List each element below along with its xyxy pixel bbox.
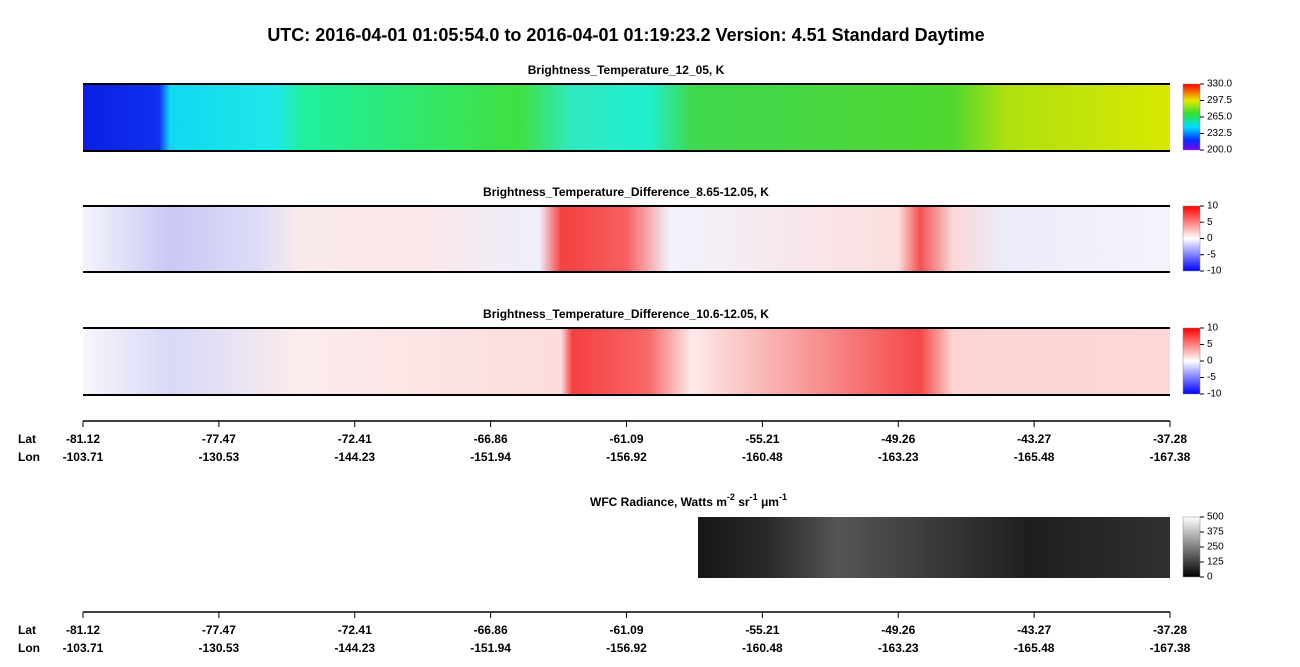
image (698, 517, 1170, 578)
colorbar-tick-label: 500 (1207, 512, 1224, 523)
lat-tick-label: -61.09 (609, 623, 643, 637)
colorbar-tick-label: 5 (1207, 339, 1213, 350)
colorbar-tick-label: 0 (1207, 356, 1213, 367)
colorbar-tick-label: 10 (1207, 201, 1219, 212)
lon-tick-label: -151.94 (470, 641, 511, 655)
colorbar (1182, 83, 1201, 151)
lat-tick-label: -55.21 (745, 432, 779, 446)
title-part: -1 (779, 492, 787, 502)
colorbar (1182, 516, 1201, 578)
image (83, 206, 1170, 272)
colorbar-tick-label: -10 (1207, 389, 1222, 400)
lat-tick-label: -49.26 (881, 432, 915, 446)
lon-tick-label: -130.53 (199, 450, 240, 464)
image (83, 328, 1170, 395)
lat-tick-label: -81.12 (66, 432, 100, 446)
lon-tick-label: -167.38 (1150, 450, 1191, 464)
lat-tick-label: -49.26 (881, 623, 915, 637)
panel-title: Brightness_Temperature_Difference_8.65-1… (483, 185, 769, 199)
panel-title: Brightness_Temperature_12_05, K (528, 63, 725, 77)
colorbar-tick-label: 250 (1207, 542, 1224, 553)
lon-tick-label: -163.23 (878, 450, 919, 464)
lon-tick-label: -130.53 (199, 641, 240, 655)
title-part: sr (735, 495, 750, 509)
colorbar-tick-label: 232.5 (1207, 128, 1232, 139)
lat-tick-label: -37.28 (1153, 623, 1187, 637)
image (83, 84, 1170, 151)
lon-tick-label: -156.92 (606, 450, 647, 464)
colorbar-tick-label: -5 (1207, 249, 1216, 260)
frame (83, 83, 1170, 396)
colorbar-tick-label: 265.0 (1207, 112, 1232, 123)
colorbar-tick-label: 200.0 (1207, 145, 1232, 156)
lat-tick-label: -66.86 (474, 623, 508, 637)
lon-tick-label: -103.71 (63, 641, 104, 655)
lon-tick-label: -165.48 (1014, 450, 1055, 464)
axis-label: Lat (18, 623, 36, 637)
lat-tick-label: -66.86 (474, 432, 508, 446)
colorbar-tick-label: 297.5 (1207, 95, 1232, 106)
panel-title: Brightness_Temperature_Difference_10.6-1… (483, 307, 769, 321)
colorbar-tick-label: 10 (1207, 323, 1219, 334)
lon-tick-label: -165.48 (1014, 641, 1055, 655)
lat-tick-label: -43.27 (1017, 432, 1051, 446)
lat-tick-label: -77.47 (202, 623, 236, 637)
colorbar-tick-label: -10 (1207, 266, 1222, 277)
colorbar-tick-label: 0 (1207, 233, 1213, 244)
lon-tick-label: -151.94 (470, 450, 511, 464)
lon-tick-label: -167.38 (1150, 641, 1191, 655)
lon-tick-label: -160.48 (742, 450, 783, 464)
lon-tick-label: -163.23 (878, 641, 919, 655)
colorbar-tick-label: 0 (1207, 572, 1213, 583)
colorbar-tick-label: -5 (1207, 372, 1216, 383)
colorbar-tick-label: 125 (1207, 557, 1224, 568)
colorbar (1182, 327, 1201, 395)
lat-tick-label: -72.41 (338, 623, 372, 637)
axis-label: Lon (18, 641, 40, 655)
axis-label: Lon (18, 450, 40, 464)
lon-tick-label: -160.48 (742, 641, 783, 655)
title-part: μm (758, 495, 779, 509)
title-part: -1 (750, 492, 758, 502)
title-part: -2 (727, 492, 735, 502)
colorbar-tick-label: 375 (1207, 527, 1224, 538)
colorbar-tick-label: 5 (1207, 217, 1213, 228)
colorbar-tick-label: 330.0 (1207, 79, 1232, 90)
axis-label: Lat (18, 432, 36, 446)
lon-tick-label: -103.71 (63, 450, 104, 464)
lon-tick-label: -156.92 (606, 641, 647, 655)
lat-tick-label: -72.41 (338, 432, 372, 446)
lat-tick-label: -81.12 (66, 623, 100, 637)
panel-title: WFC Radiance, Watts m-2 sr-1 μm-1 (590, 492, 787, 509)
lon-tick-label: -144.23 (334, 450, 375, 464)
colorbar (1182, 205, 1201, 272)
lat-tick-label: -61.09 (609, 432, 643, 446)
lat-tick-label: -37.28 (1153, 432, 1187, 446)
lat-tick-label: -43.27 (1017, 623, 1051, 637)
lat-tick-label: -77.47 (202, 432, 236, 446)
title: UTC: 2016-04-01 01:05:54.0 to 2016-04-01… (267, 25, 984, 45)
lon-tick-label: -144.23 (334, 641, 375, 655)
lat-tick-label: -55.21 (745, 623, 779, 637)
